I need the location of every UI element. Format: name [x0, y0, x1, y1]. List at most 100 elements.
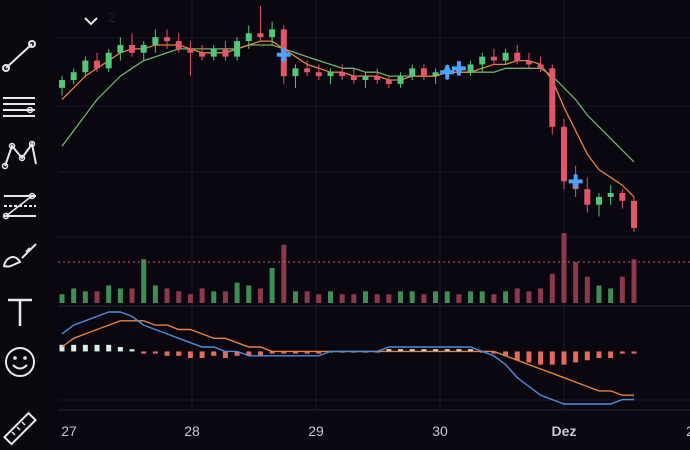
macd-histogram-bar: [164, 351, 170, 356]
volume-bar: [71, 288, 77, 303]
parallel-lines-tool[interactable]: [0, 86, 40, 126]
candle-body: [385, 80, 392, 84]
ruler-tool[interactable]: [0, 410, 40, 450]
macd-histogram-bar: [573, 351, 579, 363]
volume-bar: [538, 288, 544, 303]
candle-body: [152, 37, 159, 45]
macd-histogram-bar: [141, 351, 147, 354]
macd-histogram-bar: [619, 351, 625, 354]
candle-body: [374, 76, 381, 81]
crosshair-tool[interactable]: [0, 0, 40, 26]
candle-body: [339, 72, 346, 77]
macd-histogram-bar: [292, 351, 298, 354]
macd-histogram-bar: [421, 349, 427, 352]
fib-retracement-icon: [2, 192, 36, 220]
volume-bar: [409, 291, 415, 303]
volume-bar: [456, 294, 462, 303]
macd-histogram-bar: [584, 351, 590, 361]
macd-histogram-bar: [526, 351, 532, 363]
macd-line: [61, 311, 634, 405]
macd-histogram-bar: [257, 351, 263, 356]
trend-line-icon: [2, 40, 36, 72]
chevron-down-icon[interactable]: [80, 10, 102, 32]
volume-bar: [222, 291, 228, 303]
volume-bar: [129, 288, 135, 303]
volume-bar: [619, 276, 625, 303]
macd-histogram-bar: [222, 351, 228, 359]
text-tool[interactable]: [0, 292, 40, 332]
brush-icon: [2, 243, 37, 268]
macd-histogram-bar: [444, 349, 450, 352]
macd-histogram-bar: [549, 351, 555, 365]
chart-svg[interactable]: [44, 0, 690, 450]
macd-histogram-bar: [234, 351, 240, 356]
macd-histogram-bar: [561, 351, 567, 365]
chart-area[interactable]: [44, 0, 690, 450]
brush-tool[interactable]: [0, 236, 40, 276]
volume-bar: [187, 294, 193, 303]
macd-histogram-bar: [199, 351, 205, 359]
macd-histogram-bar: [246, 351, 252, 356]
candle-body: [82, 60, 89, 73]
candle-body: [631, 200, 637, 229]
volume-bar: [117, 288, 123, 303]
volume-bar: [327, 291, 333, 303]
volume-bar: [211, 291, 217, 303]
x-tick-label: 29: [308, 423, 324, 439]
volume-bar: [141, 259, 147, 303]
macd-histogram-bar: [433, 349, 439, 352]
candle-body: [304, 68, 311, 73]
volume-bar: [526, 291, 532, 303]
event-marker-icon: [440, 65, 455, 80]
volume-bar: [246, 285, 252, 303]
macd-histogram-bar: [503, 351, 509, 356]
volume-bar: [433, 291, 439, 303]
volume-bar: [514, 288, 520, 303]
candle-body: [187, 48, 194, 53]
candle-body: [175, 41, 182, 49]
volume-bar: [199, 288, 205, 303]
x-tick-label: 28: [184, 423, 200, 439]
emoji-tool[interactable]: [0, 342, 40, 382]
volume-bar: [398, 291, 404, 303]
macd-histogram-bar: [82, 344, 88, 352]
pattern-tool[interactable]: [0, 136, 40, 176]
candle-body: [70, 72, 77, 81]
legend-count: 2: [108, 9, 116, 25]
horizontal-lines-icon: [3, 97, 35, 117]
volume-bar: [584, 276, 590, 303]
candle-body: [619, 193, 626, 201]
x-tick-label: 27: [61, 423, 77, 439]
macd-histogram-bar: [129, 349, 135, 352]
candle-body: [432, 72, 439, 77]
volume-bar: [503, 291, 509, 303]
volume-bar: [316, 294, 322, 303]
candle-body: [164, 37, 171, 42]
pattern-icon: [1, 140, 37, 170]
macd-histogram-bar: [456, 349, 462, 352]
macd-histogram-bar: [106, 344, 112, 352]
candle-body: [525, 60, 532, 65]
candle-body: [409, 68, 416, 77]
macd-histogram-bar: [386, 349, 392, 352]
volume-bar: [292, 291, 298, 303]
candle-body: [479, 56, 486, 65]
macd-histogram-bar: [269, 351, 275, 354]
volume-bar: [479, 291, 485, 303]
trend-line-tool[interactable]: [0, 36, 40, 76]
volume-bar: [444, 291, 450, 303]
candle-body: [467, 64, 474, 73]
macd-histogram-bar: [608, 351, 614, 359]
ma-fast-line: [61, 40, 635, 198]
drawing-toolbar: [0, 0, 44, 450]
text-icon: [8, 298, 32, 326]
macd-histogram-bar: [631, 351, 637, 354]
candle-body: [292, 68, 299, 77]
x-tick-label: 30: [432, 423, 448, 439]
candle-body: [490, 56, 497, 61]
fib-tool[interactable]: [0, 186, 40, 226]
macd-histogram-bar: [596, 351, 602, 359]
volume-bar: [596, 285, 602, 303]
macd-histogram-bar: [491, 351, 497, 354]
volume-bar: [363, 291, 369, 303]
